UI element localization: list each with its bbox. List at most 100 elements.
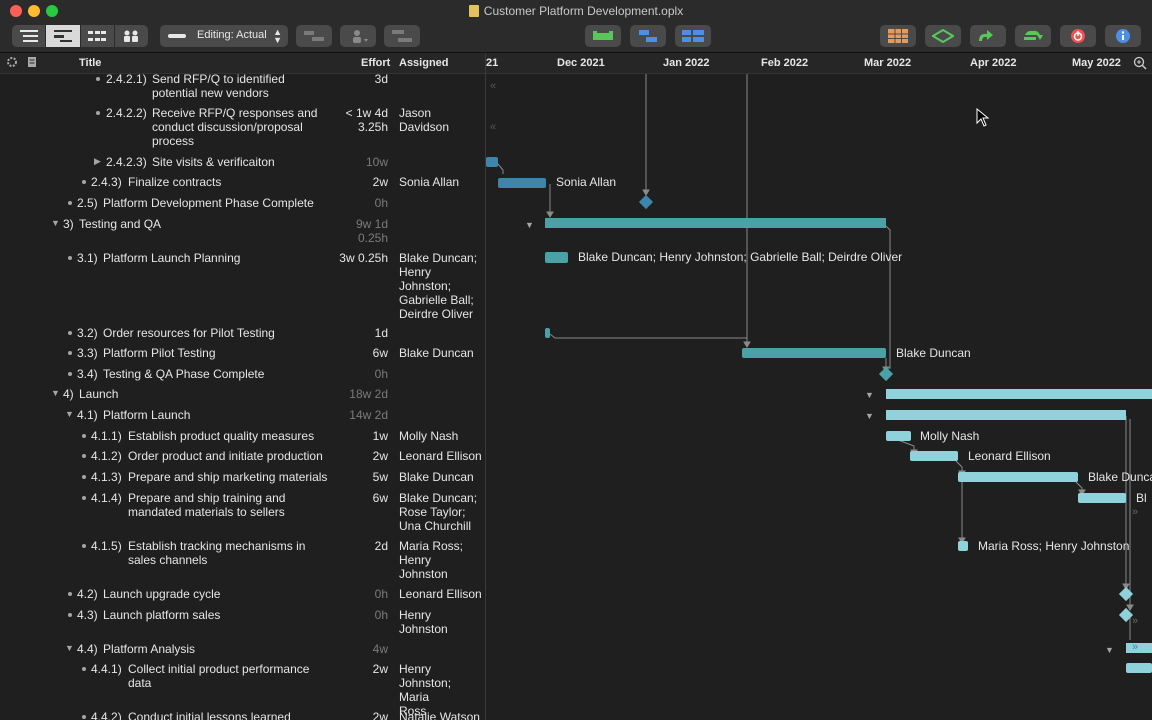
row-assigned[interactable]: Blake Duncan; Henry Johnston; Gabrielle … [399, 251, 478, 321]
gantt-bar-marketing[interactable] [958, 472, 1078, 482]
row-title[interactable]: Receive RFP/Q responses and conduct disc… [152, 106, 318, 148]
outline-view-button[interactable] [12, 25, 47, 47]
gantt-summary-platform-launch[interactable] [886, 410, 1126, 420]
row-title[interactable]: Testing and QA [79, 217, 162, 231]
view-mode-switcher[interactable] [12, 25, 148, 47]
row-assigned[interactable]: Maria Ross; Henry Johnston [399, 539, 464, 581]
gantt-bar-launch-planning[interactable] [545, 252, 568, 263]
row-assigned[interactable]: Leonard Ellison [399, 449, 482, 463]
gantt-group-toggle-icon[interactable]: ▼ [865, 411, 874, 421]
row-title[interactable]: Launch [79, 387, 119, 401]
row-title[interactable]: Establish tracking mechanisms in sales c… [128, 539, 306, 567]
zoom-window-button[interactable] [46, 5, 58, 17]
disclosure-collapsed-icon[interactable]: ▶ [94, 156, 101, 166]
table-button[interactable] [880, 25, 916, 47]
row-effort[interactable]: 3d [374, 74, 388, 86]
row-effort[interactable]: 1w [372, 429, 388, 443]
level-resources-button[interactable] [630, 25, 666, 47]
row-effort[interactable]: 0h [374, 196, 388, 210]
row-effort[interactable]: 2w [372, 175, 388, 189]
row-title[interactable]: Prepare and ship marketing materials [128, 470, 328, 484]
row-assigned[interactable]: Henry Johnston [399, 608, 448, 636]
outline-row[interactable]: 4.1.3) Prepare and ship marketing materi… [0, 470, 484, 486]
row-effort[interactable]: 6w [372, 346, 388, 360]
outline-row[interactable]: ▼ 3) Testing and QA 9w 1d 0.25h [0, 217, 484, 245]
outline-row[interactable]: 4.3) Launch platform sales 0h Henry John… [0, 608, 484, 636]
outline-row[interactable]: ▶ 2.4.2.3) Site visits & verificaiton 10… [0, 155, 484, 171]
outline-row[interactable]: 2.5) Platform Development Phase Complete… [0, 196, 484, 212]
row-effort[interactable]: 18w 2d [349, 387, 388, 401]
info-button[interactable] [1105, 25, 1141, 47]
gantt-bar-training[interactable] [1078, 493, 1126, 503]
stop-button[interactable] [1060, 25, 1096, 47]
gantt-summary-platform-analysis[interactable] [1126, 643, 1152, 653]
gantt-bar-tracking[interactable] [958, 541, 968, 551]
notes-column-icon[interactable] [27, 56, 37, 71]
row-title[interactable]: Prepare and ship training and mandated m… [128, 491, 286, 519]
row-effort[interactable]: 5w [372, 470, 388, 484]
connect-tasks-button[interactable] [296, 25, 332, 47]
outline-row[interactable]: 4.1.2) Order product and initiate produc… [0, 449, 484, 465]
outline-row[interactable]: 3.1) Platform Launch Planning 3w 0.25h B… [0, 251, 484, 321]
effort-column-header[interactable]: Effort [361, 57, 391, 69]
gantt-summary-launch[interactable] [886, 389, 1152, 399]
row-assigned[interactable]: Jason Davidson [399, 106, 450, 134]
outline-row[interactable]: ▼ 4.1) Platform Launch 14w 2d [0, 408, 484, 424]
row-title[interactable]: Testing & QA Phase Complete [103, 367, 265, 381]
outline-row[interactable]: 2.4.2.2) Receive RFP/Q responses and con… [0, 106, 484, 148]
row-title[interactable]: Site visits & verificaiton [152, 155, 275, 169]
disclosure-expanded-icon[interactable]: ▼ [51, 388, 60, 398]
gantt-view-button[interactable] [46, 25, 81, 47]
outline-row[interactable]: 3.4) Testing & QA Phase Complete 0h [0, 367, 484, 383]
row-title[interactable]: Conduct initial lessons learned [128, 710, 291, 720]
row-effort[interactable]: 1d [374, 326, 388, 340]
outline-row[interactable]: 3.3) Platform Pilot Testing 6w Blake Dun… [0, 346, 484, 362]
row-assigned[interactable]: Blake Duncan [399, 346, 474, 360]
outline-row[interactable]: 2.4.3) Finalize contracts 2w Sonia Allan [0, 175, 484, 191]
assign-resource-button[interactable] [340, 25, 376, 47]
slip-button[interactable] [675, 25, 711, 47]
row-effort[interactable]: < 1w 4d 3.25h [345, 106, 388, 134]
publish-button[interactable] [970, 25, 1006, 47]
row-title[interactable]: Finalize contracts [128, 175, 222, 189]
row-title[interactable]: Order product and initiate production [128, 449, 323, 463]
title-column-header[interactable]: Title [79, 57, 102, 69]
assigned-column-header[interactable]: Assigned [399, 57, 449, 69]
outline-row[interactable]: 4.4.1) Collect initial product performan… [0, 662, 484, 718]
row-effort[interactable]: 2w [372, 662, 388, 676]
row-effort[interactable]: 9w 1d 0.25h [355, 217, 388, 245]
gantt-group-toggle-icon[interactable]: ▼ [525, 220, 534, 230]
pane-divider[interactable] [485, 53, 486, 720]
row-effort[interactable]: 6w [372, 491, 388, 505]
row-title[interactable]: Platform Launch Planning [103, 251, 241, 265]
outline-row[interactable]: ▼ 4) Launch 18w 2d [0, 387, 484, 403]
outline-row[interactable]: 4.2) Launch upgrade cycle 0h Leonard Ell… [0, 587, 484, 603]
row-assigned[interactable]: Leonard Ellison [399, 587, 482, 601]
outline-row[interactable]: ▼ 4.4) Platform Analysis 4w [0, 642, 484, 658]
network-view-button[interactable] [81, 25, 115, 47]
row-title[interactable]: Platform Development Phase Complete [103, 196, 314, 210]
row-assigned[interactable]: Blake Duncan; Rose Taylor; Una Churchill [399, 491, 478, 533]
row-title[interactable]: Launch platform sales [103, 608, 221, 622]
row-title[interactable]: Collect initial product performance data [128, 662, 310, 690]
gantt-bar-order-product[interactable] [910, 451, 958, 461]
row-title[interactable]: Launch upgrade cycle [103, 587, 221, 601]
outline-row[interactable]: 4.1.4) Prepare and ship training and man… [0, 491, 484, 533]
row-title[interactable]: Platform Launch [103, 408, 191, 422]
gantt-bar-pilot-testing[interactable] [742, 348, 886, 358]
critical-path-button[interactable] [585, 25, 621, 47]
gantt-bar-site-visits[interactable] [486, 157, 498, 167]
close-window-button[interactable] [10, 5, 22, 17]
row-title[interactable]: Platform Analysis [103, 642, 196, 656]
row-title[interactable]: Platform Pilot Testing [103, 346, 216, 360]
row-assigned[interactable]: Blake Duncan [399, 470, 474, 484]
row-effort[interactable]: 2w [372, 710, 388, 720]
row-title[interactable]: Order resources for Pilot Testing [103, 326, 275, 340]
row-assigned[interactable]: Sonia Allan [399, 175, 460, 189]
baseline-button[interactable] [384, 25, 420, 47]
row-effort[interactable]: 3w 0.25h [339, 251, 388, 265]
gantt-bar-quality-measures[interactable] [886, 431, 911, 441]
outline-row[interactable]: 3.2) Order resources for Pilot Testing 1… [0, 326, 484, 342]
row-assigned[interactable]: Molly Nash [399, 429, 459, 443]
outline-row[interactable]: 4.4.2) Conduct initial lessons learned 2… [0, 710, 484, 720]
